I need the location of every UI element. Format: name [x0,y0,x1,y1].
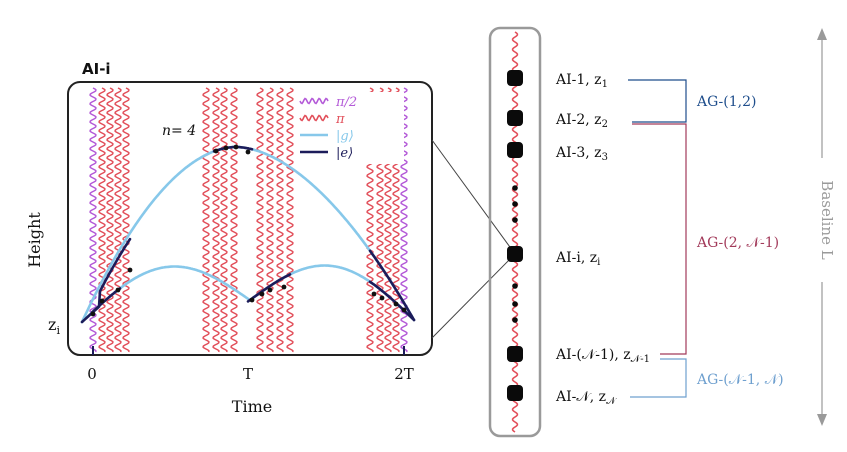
bracket-ag-n-1-n [630,358,687,398]
zoom-line-top [431,139,516,255]
tick-2T: 2T [394,365,414,383]
legend-swatch-0 [299,97,329,105]
pulse-dot-11 [281,284,287,290]
excited-segment-3 [246,273,292,303]
pi-pulse-1 [106,87,114,353]
ellipsis-dot-0 [512,185,518,191]
atom-stack-tube [488,26,542,438]
trajectories [80,144,416,355]
pulse-dot-6 [233,144,239,150]
excited-segment-2 [212,145,254,153]
pulse-dot-8 [249,297,255,303]
pulse-dot-7 [245,149,251,155]
ag-n-1-n-label: AG-(𝒩-1, 𝒩) [696,372,784,388]
n-label: n= 4 [162,123,196,139]
pulse-dot-14 [393,301,399,307]
panel-frame [67,81,433,356]
pulse-dot-4 [213,148,219,154]
pi-pulse-7 [230,87,238,353]
pi-pulse-5 [212,87,220,353]
atom-clouds [507,70,523,401]
excited-segment-4 [368,249,416,322]
legend-label-1: π [335,112,345,127]
legend-label-3: |e⟩ [336,146,353,161]
lower-trajectory-b [248,264,416,322]
pulse-dot-3 [127,267,133,273]
pulse-dot-10 [267,287,273,293]
stack-laser-wave [511,31,519,433]
pi-pulse-2 [114,87,122,353]
upper-trajectory [80,145,416,324]
excited-segment-5 [368,280,416,322]
ellipsis-dot-2 [512,217,518,223]
legend: π/2 π |g⟩ |e⟩ [296,92,404,164]
y-axis-label: Height [25,212,44,268]
panel-title: AI-i [82,60,111,78]
pulse-dot-5 [223,145,229,151]
pulse-dot-9 [259,291,265,297]
baseline-label: Baseline L [818,180,836,259]
atom-cloud-4 [507,346,523,362]
stack-label-2: AI-2, z2 [555,112,608,130]
pi-pulse-4 [202,87,210,353]
pi-pulse-6 [220,87,228,353]
z-i-label: zi [48,315,60,337]
baseline-arrowhead-down [817,414,827,426]
atom-cloud-5 [507,385,523,401]
excited-segment-1 [90,287,122,314]
pulse-dot-13 [379,295,385,301]
pi-pulse-11 [286,87,294,353]
pi-pulse-9 [266,87,274,353]
ellipsis-dot-1 [512,201,518,207]
pulse-dot-1 [99,298,105,304]
stack-label-i: AI-i, zi [555,250,600,268]
excited-segment-0 [80,237,132,324]
pi-half-pulse-0 [89,87,97,353]
atom-cloud-2 [507,142,523,158]
legend-label-0: π/2 [335,95,357,110]
atom-cloud-0 [507,70,523,86]
legend-swatch-1 [299,114,329,122]
pulse-dot-12 [371,291,377,297]
atom-cloud-3 [507,246,523,262]
pulse-dot-0 [90,311,96,317]
bracket-ag-2-n-1 [632,123,687,355]
pulse-dot-2 [115,287,121,293]
ag-1-2-label: AG-(1,2) [696,94,756,110]
bracket-ag-1-2 [628,79,687,123]
legend-label-2: |g⟩ [336,129,354,144]
pi-pulse-8 [256,87,264,353]
pi-pulse-3 [122,87,130,353]
stack-label-1: AI-1, z1 [555,72,608,90]
zoom-line-bottom [431,253,516,339]
ellipsis-dot-4 [512,301,518,307]
stack-label-3: AI-3, z3 [555,145,608,163]
tick-0: 0 [87,365,97,383]
ellipsis-dot-3 [512,283,518,289]
x-axis-label: Time [232,397,272,416]
ellipsis-dot-5 [512,317,518,323]
pi-pulse-10 [276,87,284,353]
stack-label-n: AI-𝒩, z𝒩 [555,389,617,407]
atom-cloud-1 [507,110,523,126]
ag-2-n-1-label: AG-(2, 𝒩-1) [696,235,779,251]
baseline-arrowhead-up [817,28,827,40]
stack-label-n-1: AI-(𝒩-1), z𝒩-1 [555,347,650,365]
pi-pulse-0 [98,87,106,353]
tick-T: T [243,365,253,383]
pulse-dot-15 [401,307,407,313]
